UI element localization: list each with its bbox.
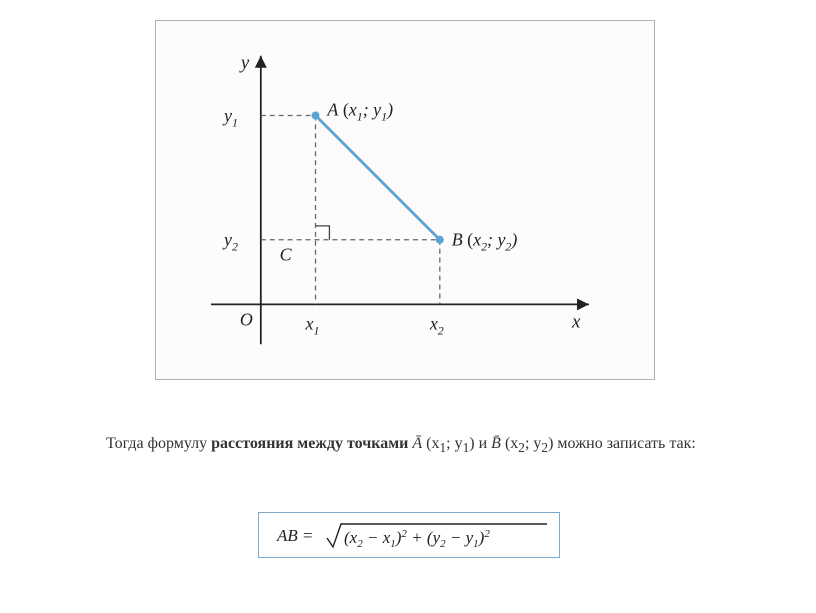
distance-chart: y x O y1 y2 x1 x2 A (x1; y1) [155, 20, 655, 380]
y2-tick: y2 [222, 230, 238, 254]
point-b [436, 236, 444, 244]
formula-radicand: (x2 − x1)2 + (y2 − y1)2 [344, 528, 490, 550]
guide-lines [261, 115, 440, 304]
y-axis-label: y [239, 53, 250, 74]
paragraph-bold: расстояния между точками [211, 435, 408, 452]
x1-tick: x1 [305, 313, 320, 337]
chart-labels: y x O y1 y2 x1 x2 A (x1; y1) [222, 53, 581, 338]
point-b-label: B (x2; y2) [452, 230, 518, 254]
paragraph-prefix: Тогда формулу [106, 435, 211, 452]
distance-formula: AB = (x2 − x1)2 + (y2 − y1)2 [258, 512, 560, 558]
x-axis-label: x [571, 311, 581, 332]
origin-label: O [240, 309, 253, 329]
chart-svg: y x O y1 y2 x1 x2 A (x1; y1) [156, 21, 654, 379]
point-a-label: A (x1; y1) [326, 99, 393, 123]
point-a [312, 111, 320, 119]
c-label: C [280, 245, 293, 265]
x2-tick: x2 [429, 313, 444, 337]
formula-lhs: AB [276, 526, 298, 545]
formula-svg: AB = (x2 − x1)2 + (y2 − y1)2 [259, 513, 559, 557]
paragraph: Тогда формулу расстояния между точками Ā… [70, 432, 760, 458]
right-angle-mark [316, 226, 330, 240]
formula-eq: = [303, 526, 313, 545]
y1-tick: y1 [222, 105, 238, 129]
segment-ab [316, 115, 440, 239]
